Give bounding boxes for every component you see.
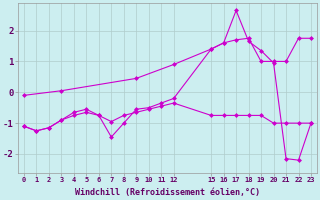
X-axis label: Windchill (Refroidissement éolien,°C): Windchill (Refroidissement éolien,°C) <box>75 188 260 197</box>
